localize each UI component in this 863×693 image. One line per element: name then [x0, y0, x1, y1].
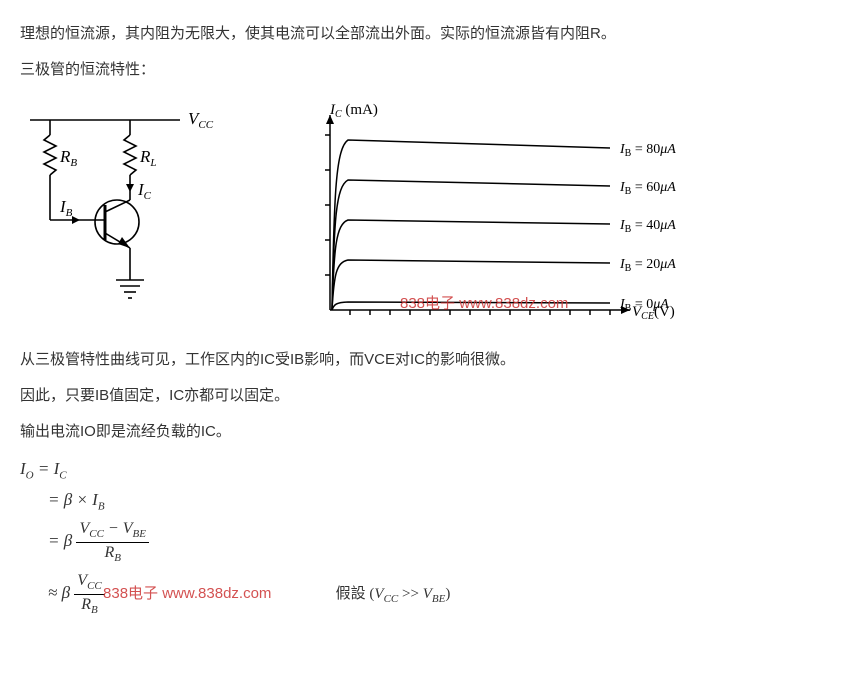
eq-line-2: = β × IB: [48, 489, 843, 514]
curve-label-ib-40: IB = 40μA: [619, 218, 676, 235]
equations-block: IO = IC = β × IB = β VCC − VBE RB ≈ β VC…: [20, 458, 843, 617]
svg-text:RL: RL: [139, 147, 157, 169]
x-axis-sub: CE: [641, 311, 654, 322]
paragraph-heading: 三极管的恒流特性：: [20, 58, 843, 82]
svg-text:VCE(V): VCE(V): [632, 304, 675, 322]
rl-label: R: [139, 147, 151, 166]
eq-line-4: ≈ β VCC RB 838电子 www.838dz.com 假設 (VCC >…: [48, 571, 843, 617]
curve-label-ib-60: IB = 60μA: [619, 180, 676, 197]
x-axis-unit: (V): [654, 304, 675, 320]
curve-label-ib-80: IB = 80μA: [619, 142, 676, 159]
eq-assumption: 假設 (VCC >> VBE): [336, 585, 451, 606]
rb-label: R: [59, 147, 71, 166]
rb-sub: B: [70, 157, 77, 169]
ic-sub: C: [144, 190, 152, 202]
svg-text:IC (mA): IC (mA): [329, 102, 378, 120]
circuit-diagram: VCC RB RL IB: [20, 100, 230, 320]
paragraph-4: 因此，只要IB值固定，IC亦都可以固定。: [20, 384, 843, 408]
svg-text:IC: IC: [137, 180, 152, 202]
figures-row: VCC RB RL IB: [20, 100, 843, 330]
ib-sub: B: [66, 207, 73, 219]
svg-text:IB: IB: [59, 197, 73, 219]
y-axis-unit: (mA): [342, 102, 378, 118]
eq-line-1: IO = IC: [20, 458, 843, 483]
curve-ib-60: [332, 180, 610, 310]
watermark-eq: 838电子 www.838dz.com: [103, 585, 271, 602]
characteristic-chart: IC (mA) IB = 80μA IB = 60μA IB = 40μA IB = …: [270, 100, 730, 330]
curve-label-ib-20: IB = 20μA: [619, 257, 676, 274]
eq-line-3: = β VCC − VBE RB: [48, 519, 843, 565]
paragraph-3: 从三极管特性曲线可见，工作区内的IC受IB影响，而VCE对IC的影响很微。: [20, 348, 843, 372]
svg-text:RB: RB: [59, 147, 77, 169]
vcc-sub: CC: [198, 119, 213, 131]
paragraph-intro: 理想的恒流源，其内阻为无限大，使其电流可以全部流出外面。实际的恒流源皆有内阻R。: [20, 22, 843, 46]
curve-ib-80: [332, 140, 610, 310]
paragraph-5: 输出电流IO即是流经负载的IC。: [20, 420, 843, 444]
rl-sub: L: [149, 157, 156, 169]
watermark-chart: 838电子 www.838dz.com: [400, 295, 568, 312]
svg-text:VCC: VCC: [188, 109, 214, 131]
